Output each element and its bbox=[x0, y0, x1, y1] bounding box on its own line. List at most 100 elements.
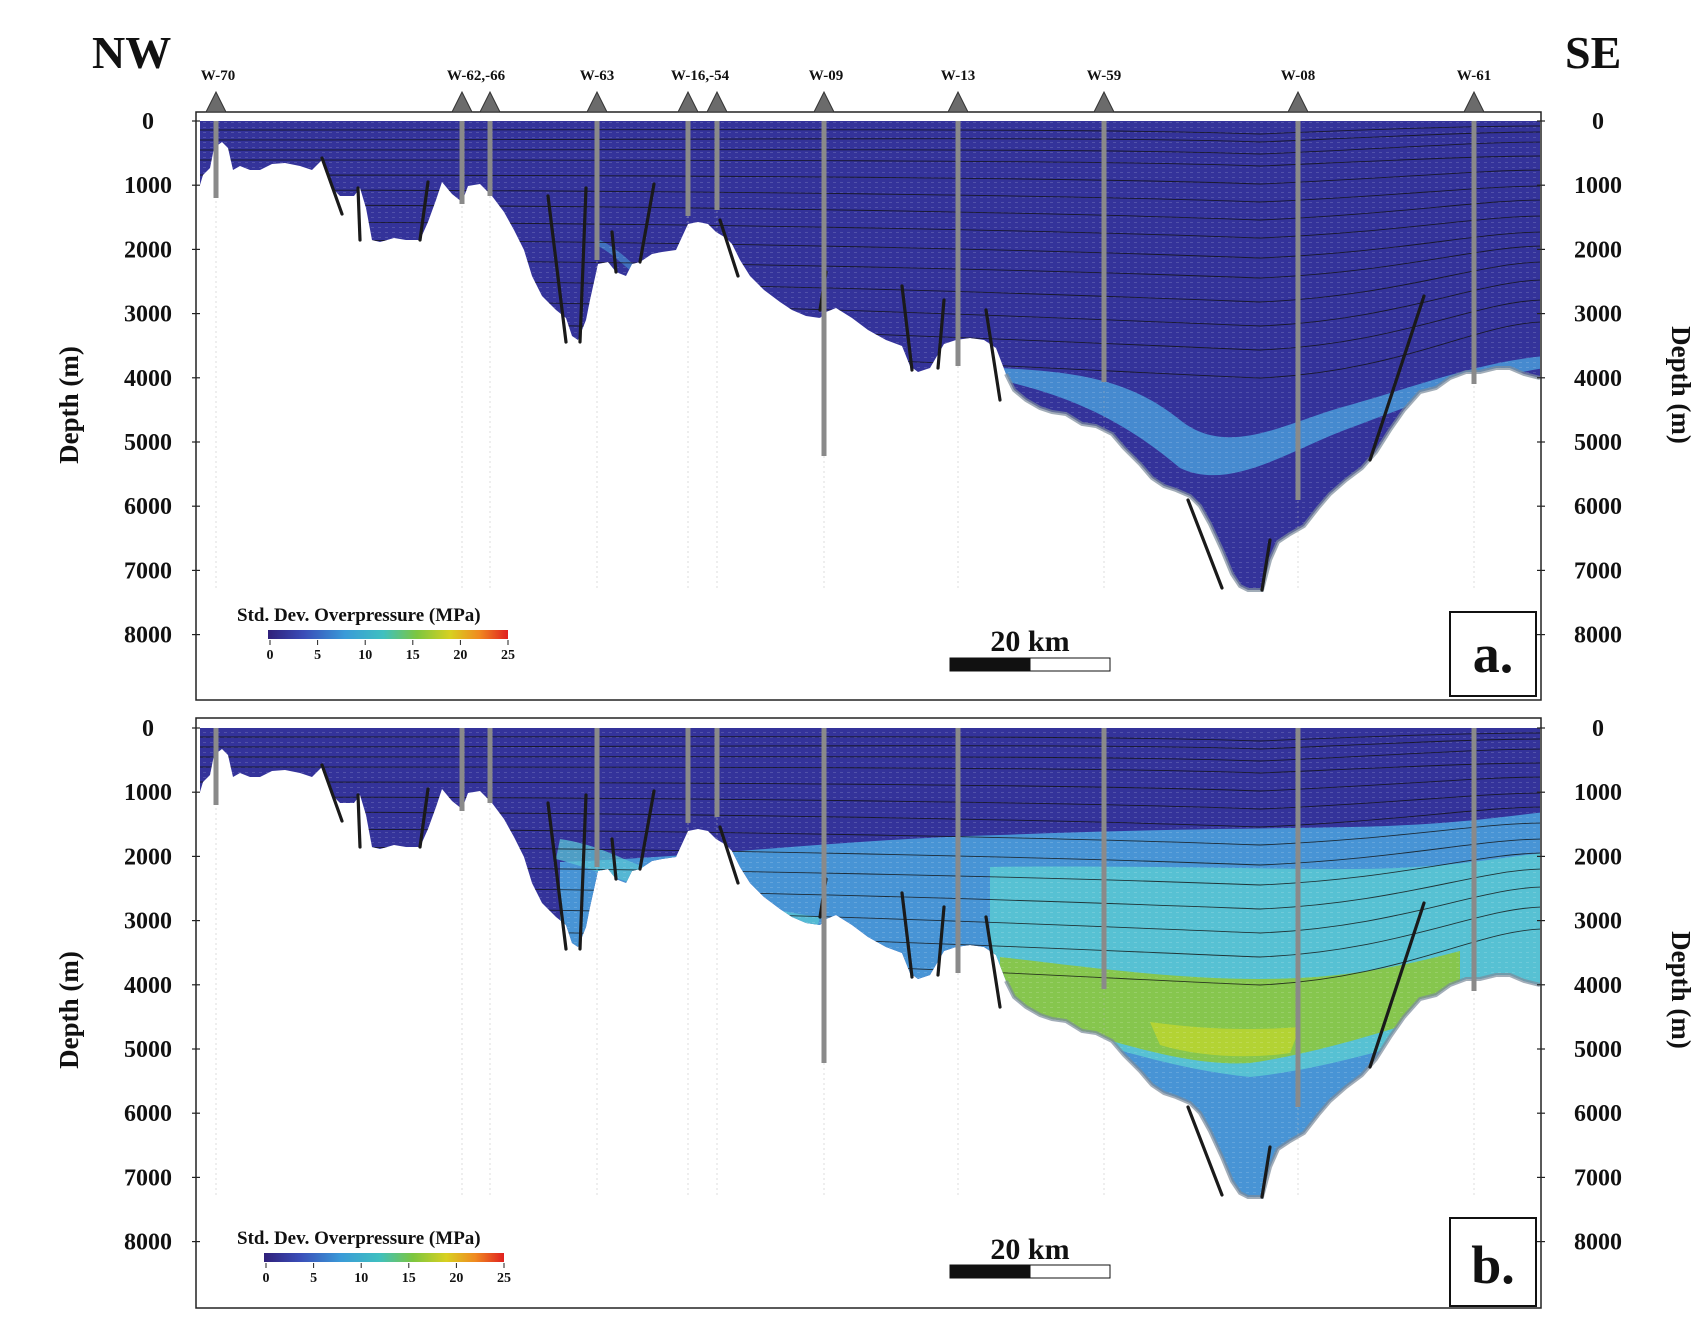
fault-line bbox=[718, 825, 740, 885]
fault-line bbox=[1260, 538, 1272, 592]
depth-tick-left: 6000 bbox=[124, 494, 172, 520]
horizon-line bbox=[200, 245, 1540, 279]
well-trace bbox=[714, 121, 720, 210]
fault-line bbox=[900, 891, 914, 979]
panel-label-text: a. bbox=[1473, 624, 1514, 684]
well-trace bbox=[459, 728, 465, 811]
fault-line bbox=[356, 186, 362, 242]
depth-tick-right: 3000 bbox=[1574, 909, 1622, 935]
horizon-line bbox=[200, 185, 1540, 203]
legend-tick-label: 15 bbox=[406, 648, 420, 663]
scale-bar-a: 20 km bbox=[949, 625, 1111, 672]
axis-title-left-b: Depth (m) bbox=[54, 951, 84, 1069]
horizon-line bbox=[200, 261, 1540, 303]
legend-tick-label: 5 bbox=[310, 1271, 317, 1286]
stratigraphy-texture bbox=[200, 728, 1540, 1197]
horizon-line bbox=[200, 732, 1540, 742]
horizon-line bbox=[200, 886, 1540, 934]
fault-line bbox=[320, 156, 344, 216]
fault-line bbox=[1186, 498, 1224, 590]
legend-tick-label: 25 bbox=[497, 1271, 511, 1286]
horizon-line bbox=[200, 279, 1540, 327]
depth-tick-left: 4000 bbox=[124, 973, 172, 999]
well-trace bbox=[955, 728, 961, 973]
panel-b-axes: 0 0 1000 1000 2000 2000 3000 3000 4000 4000 5000 50… bbox=[124, 716, 1622, 1256]
depth-tick-left: 2000 bbox=[124, 844, 172, 870]
horizon-line bbox=[200, 868, 1540, 910]
legend-b: Std. Dev. Overpressure (MPa) 0 5 10 15 20 25 bbox=[237, 1228, 511, 1286]
colorbar bbox=[264, 1253, 504, 1262]
well-marker-icon bbox=[1093, 90, 1115, 113]
well-marker-icon bbox=[813, 90, 835, 113]
legend-tick-label: 25 bbox=[501, 648, 515, 663]
depth-tick-left: 1000 bbox=[124, 780, 172, 806]
horizon-line bbox=[200, 141, 1540, 155]
fault-line bbox=[418, 180, 430, 242]
depth-tick-left: 5000 bbox=[124, 430, 172, 456]
depth-tick-left: 3000 bbox=[124, 302, 172, 328]
panel-label-a: a. bbox=[1449, 611, 1537, 697]
well-markers: W-70 W-62,-66 W-63 W-16,-54 W-09 W-13 W-59 W-08… bbox=[201, 68, 1491, 113]
depth-tick-right: 1000 bbox=[1574, 780, 1622, 806]
well-trace bbox=[594, 121, 600, 260]
legend-tick-label: 20 bbox=[453, 648, 467, 663]
depth-tick-left: 6000 bbox=[124, 1101, 172, 1127]
depth-tick-right: 8000 bbox=[1574, 1230, 1622, 1256]
scale-bar-black bbox=[949, 1264, 1031, 1279]
horizon-line bbox=[200, 838, 1540, 866]
horizon-line bbox=[200, 125, 1540, 135]
well-trace bbox=[1295, 728, 1301, 1107]
fault-line bbox=[610, 230, 618, 274]
depth-tick-left: 8000 bbox=[124, 1230, 172, 1256]
depth-tick-left: 0 bbox=[142, 109, 154, 135]
basin-overlays bbox=[200, 121, 1540, 590]
fault-line bbox=[320, 763, 344, 823]
depth-tick-left: 3000 bbox=[124, 909, 172, 935]
legend-tick-label: 10 bbox=[354, 1271, 368, 1286]
well-trace bbox=[1101, 121, 1107, 382]
panel-a-axes: 0 0 1000 1000 2000 2000 3000 3000 4000 4000 5000 50… bbox=[124, 109, 1622, 649]
well-label: W-13 bbox=[941, 68, 975, 84]
well-trace bbox=[1101, 728, 1107, 989]
panel-label-text: b. bbox=[1471, 1235, 1515, 1295]
depth-tick-right: 5000 bbox=[1574, 1037, 1622, 1063]
legend-title: Std. Dev. Overpressure (MPa) bbox=[237, 1228, 481, 1249]
fault-line bbox=[984, 915, 1002, 1009]
panel-b-frame bbox=[195, 717, 1542, 1309]
well-label: W-62,-66 bbox=[447, 68, 506, 84]
well-marker-icon bbox=[947, 90, 969, 113]
fault-line bbox=[578, 186, 588, 344]
basement-boundary bbox=[1004, 973, 1541, 1199]
legend-tick-label: 0 bbox=[267, 648, 274, 663]
well-trace bbox=[213, 121, 219, 198]
depth-tick-right: 8000 bbox=[1574, 623, 1622, 649]
well-marker-icon bbox=[205, 90, 227, 113]
fault-line bbox=[1368, 294, 1426, 462]
fault-line bbox=[578, 793, 588, 951]
well-label: W-16,-54 bbox=[671, 68, 730, 84]
well-trace bbox=[955, 121, 961, 366]
depth-tick-right: 7000 bbox=[1574, 1165, 1622, 1191]
panel-a bbox=[200, 121, 1541, 592]
depth-tick-left: 1000 bbox=[124, 173, 172, 199]
well-marker-icon bbox=[586, 90, 608, 113]
fault-line bbox=[1260, 1145, 1272, 1199]
stratigraphy-texture bbox=[200, 121, 1540, 590]
well-trace bbox=[487, 728, 493, 803]
well-trace bbox=[1471, 728, 1477, 991]
well-trace bbox=[821, 728, 827, 1063]
depth-tick-right: 5000 bbox=[1574, 430, 1622, 456]
horizon-line bbox=[200, 131, 1540, 143]
depth-tick-right: 3000 bbox=[1574, 302, 1622, 328]
depth-tick-right: 7000 bbox=[1574, 558, 1622, 584]
depth-tick-left: 2000 bbox=[124, 237, 172, 263]
depth-tick-left: 7000 bbox=[124, 558, 172, 584]
well-label: W-61 bbox=[1457, 68, 1491, 84]
horizon-line bbox=[200, 199, 1540, 221]
legend-a: Std. Dev. Overpressure (MPa) 0 5 10 15 20 25 bbox=[237, 605, 515, 663]
panel-b bbox=[200, 728, 1541, 1199]
legend-tick-label: 15 bbox=[402, 1271, 416, 1286]
well-marker-icon bbox=[706, 90, 728, 113]
depth-tick-left: 0 bbox=[142, 716, 154, 742]
depth-tick-left: 7000 bbox=[124, 1165, 172, 1191]
